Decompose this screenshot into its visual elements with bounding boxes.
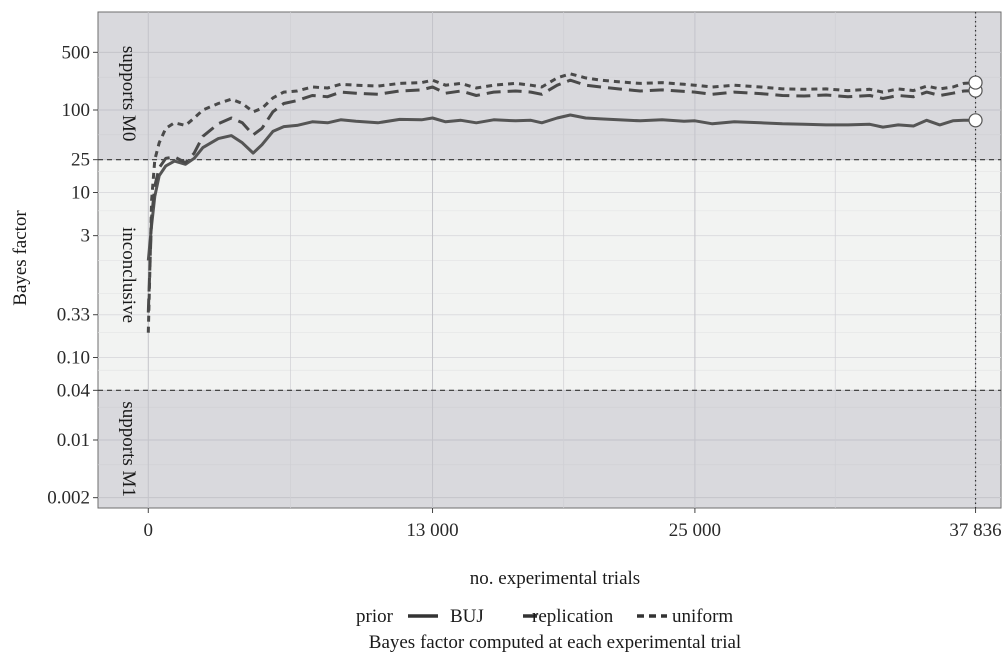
legend-title: prior [356, 606, 394, 627]
y-tick-label: 10 [71, 183, 90, 204]
y-tick-label: 0.33 [57, 305, 90, 326]
legend: prior BUJ replication uniform [356, 606, 733, 627]
figure-caption: Bayes factor computed at each experiment… [369, 632, 741, 653]
y-tick-label: 0.04 [57, 380, 91, 401]
x-tick-label: 25 000 [669, 520, 721, 541]
legend-label-BUJ: BUJ [450, 606, 484, 627]
endpoint-BUJ [968, 113, 983, 128]
y-tick-label: 0.01 [57, 430, 90, 451]
region-label: supports M0 [118, 46, 139, 142]
y-axis-title: Bayes factor [10, 210, 31, 306]
y-tick-label: 0.002 [47, 488, 90, 509]
y-tick-label: 3 [81, 226, 91, 247]
y-tick-label: 500 [62, 42, 91, 63]
legend-label-uniform: uniform [672, 606, 733, 627]
region-labels: supports M0 inconclusive supports M1 [118, 46, 139, 497]
y-tick-label: 25 [71, 150, 90, 171]
region-label: inconclusive [118, 227, 139, 323]
series-line-BUJ [146, 113, 976, 261]
endpoint-markers [968, 75, 983, 128]
x-tick-label: 0 [144, 520, 154, 541]
region-label: supports M1 [118, 401, 139, 497]
y-axis: 500 100 25 10 3 0.33 0.10 0.04 0.01 0.002 [47, 42, 98, 509]
y-tick-label: 100 [62, 100, 91, 121]
legend-label-replication: replication [532, 606, 614, 627]
plot-background [97, 11, 1002, 509]
x-axis: 0 13 000 25 000 37 836 [144, 508, 1002, 541]
series-lines [146, 72, 976, 333]
endpoint-uniform [968, 75, 983, 90]
x-tick-label: 13 000 [406, 520, 458, 541]
inconclusive-band [98, 159, 1001, 391]
x-axis-title: no. experimental trials [470, 568, 640, 589]
reference-lines [98, 12, 1001, 508]
plot-border [97, 11, 1002, 509]
y-tick-label: 0.10 [57, 348, 90, 369]
x-tick-label: 37 836 [949, 520, 1001, 541]
series-line-replication [146, 78, 976, 313]
